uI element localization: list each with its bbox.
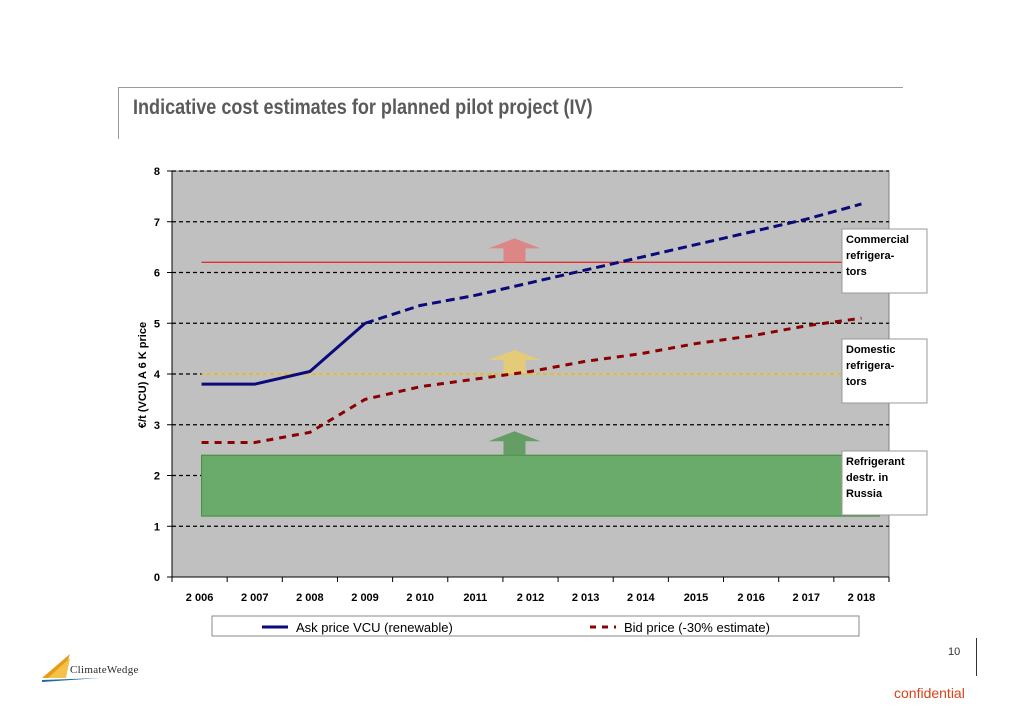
destruction-band [201,454,880,517]
y-tick-label: 5 [154,318,160,330]
x-tick-label: 2 010 [406,592,434,604]
x-tick-label: 2 012 [517,592,545,604]
callout-commercial-line: refrigera- [846,250,895,262]
page-number: 10 [948,646,961,658]
destruction-band-group [201,454,880,517]
callout-commercial-line: Commercial [846,234,909,246]
series-ask-dashed [364,202,862,325]
callout-destruction-label: Refrigerant destr. in Russia [846,456,905,500]
callout-commercial-label: Commercial refrigera-tors [846,234,909,278]
callout-commercial-line: tors [846,266,867,278]
x-tick-label: 2 013 [572,592,600,604]
callout-domestic-line: refrigera- [846,360,895,372]
x-tick-label: 2 018 [848,592,876,604]
confidential-label: confidential [894,685,965,701]
commercial-up-arrow-icon [488,238,541,263]
title-rule [118,87,903,88]
page-rule [976,638,977,676]
legend-ask-label: Ask price VCU (renewable) [296,620,453,635]
callout-domestic-line: tors [846,376,867,388]
callouts: Commercial refrigera-tors Domestic refriger… [841,228,928,516]
y-tick-label: 3 [154,420,160,432]
destruction-up-arrow-icon [488,431,541,456]
callout-domestic-label: Domestic refrigera-tors [846,344,896,388]
series-ask-solid [201,322,367,386]
reference-lines [201,238,880,456]
x-tick-label: 2015 [684,592,708,604]
x-tick-labels: 2 006 2 007 2 008 2 009 2 010 2011 2 012 2 013 2… [186,592,875,604]
legend-box [211,615,860,637]
callout-destruction-line: Refrigerant [846,456,905,468]
title-bar [118,87,119,139]
callout-commercial-box [841,228,928,294]
callout-destruction-box [841,450,928,516]
logo-text: ClimateWedge [70,664,139,676]
y-tick-label: 1 [154,521,160,533]
x-tick-label: 2 009 [351,592,379,604]
callout-domestic-box [841,338,928,404]
x-tick-label: 2011 [463,592,487,604]
slide-title: Indicative cost estimates for planned pi… [133,96,593,119]
y-tick-label: 2 [154,471,160,483]
axes [167,170,890,582]
legend: Ask price VCU (renewable) Bid price (-30%… [211,615,860,637]
callout-destruction-line: destr. in [846,472,888,484]
series-group [201,202,862,445]
y-tick-label: 8 [154,166,160,178]
y-tick-label: 7 [154,217,160,229]
climatewedge-logo-icon [42,654,100,682]
domestic-up-arrow-icon [488,350,541,374]
x-tick-label: 2 006 [186,592,214,604]
y-tick-label: 4 [154,369,161,381]
x-tick-label: 2 016 [737,592,765,604]
y-tick-label: 6 [154,268,160,280]
callout-destruction-line: Russia [846,488,883,500]
callout-domestic-line: Domestic [846,344,896,356]
x-tick-label: 2 014 [627,592,655,604]
y-axis-label: €/t (VCU) A 6 K price [137,322,149,428]
y-tick-label: 0 [154,572,160,584]
x-tick-label: 2 008 [296,592,324,604]
legend-bid-label: Bid price (-30% estimate) [624,620,770,635]
x-tick-label: 2 017 [793,592,821,604]
y-tick-labels: 0 1 2 3 4 5 6 7 8 [154,166,161,584]
series-bid [201,316,862,445]
x-tick-label: 2 007 [241,592,269,604]
